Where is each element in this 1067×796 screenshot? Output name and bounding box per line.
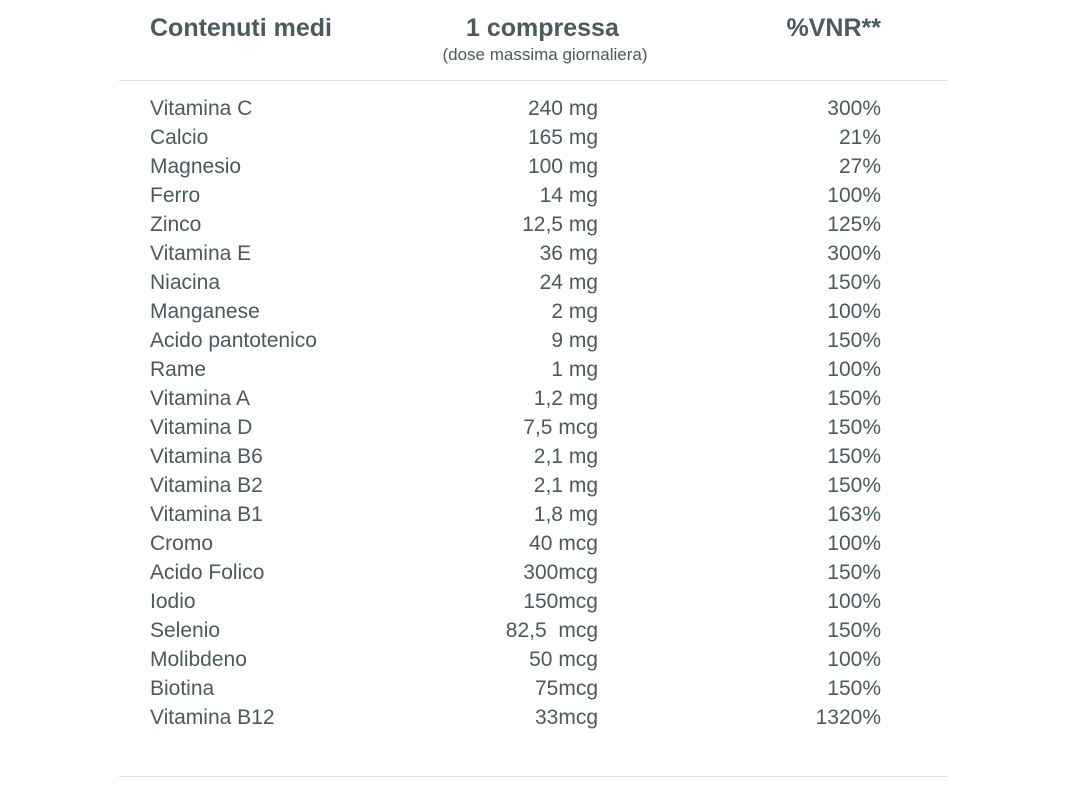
- nutrient-vnr: 21%: [838, 126, 881, 149]
- nutrient-name: Selenio: [150, 619, 221, 642]
- nutrient-dose: 82,5 mcg: [505, 619, 598, 642]
- nutrient-dose: 2,1 mg: [533, 445, 598, 468]
- nutrient-vnr: 100%: [827, 648, 881, 671]
- nutrient-name: Acido pantotenico: [150, 329, 317, 352]
- nutrient-name: Vitamina D: [150, 416, 253, 439]
- nutrient-dose: 300mcg: [523, 561, 598, 584]
- table-row: Ferro 14 mg 100%: [0, 181, 1067, 210]
- nutrient-vnr: 100%: [827, 184, 881, 207]
- nutrient-name: Acido Folico: [150, 561, 265, 584]
- nutrient-name: Vitamina E: [150, 242, 252, 265]
- nutrient-dose: 100 mg: [527, 155, 598, 178]
- nutrient-name: Vitamina B2: [150, 474, 263, 497]
- nutrient-dose: 150mcg: [523, 590, 598, 613]
- footer-divider: [119, 776, 947, 777]
- table-row: Zinco 12,5 mg 125%: [0, 210, 1067, 239]
- table-row: Molibdeno 50 mcg 100%: [0, 645, 1067, 674]
- table-row: Acido Folico 300mcg 150%: [0, 558, 1067, 587]
- table-row: Magnesio 100 mg 27%: [0, 152, 1067, 181]
- table-row: Vitamina C 240 mg 300%: [0, 94, 1067, 123]
- nutrient-name: Iodio: [150, 590, 196, 613]
- table-row: Vitamina B2 2,1 mg 150%: [0, 471, 1067, 500]
- nutrient-vnr: 150%: [827, 445, 881, 468]
- table-row: Vitamina B12 33mcg 1320%: [0, 703, 1067, 732]
- nutrient-name: Zinco: [150, 213, 202, 236]
- table-row: Vitamina A 1,2 mg 150%: [0, 384, 1067, 413]
- table-row: Selenio 82,5 mcg 150%: [0, 616, 1067, 645]
- nutrient-name: Molibdeno: [150, 648, 247, 671]
- nutrient-vnr: 125%: [827, 213, 881, 236]
- column-header-dose: 1 compressa: [466, 14, 619, 42]
- nutrient-vnr: 300%: [827, 97, 881, 120]
- nutrient-name: Vitamina A: [150, 387, 251, 410]
- table-row: Vitamina D 7,5 mcg 150%: [0, 413, 1067, 442]
- nutrient-dose: 2 mg: [551, 300, 598, 323]
- nutrient-dose: 1 mg: [551, 358, 598, 381]
- nutrient-name: Vitamina B6: [150, 445, 263, 468]
- nutrient-dose: 36 mg: [539, 242, 598, 265]
- nutrient-name: Rame: [150, 358, 207, 381]
- table-row: Biotina 75mcg 150%: [0, 674, 1067, 703]
- table-row: Vitamina B1 1,8 mg 163%: [0, 500, 1067, 529]
- nutrient-name: Ferro: [150, 184, 201, 207]
- nutrient-name: Vitamina B1: [150, 503, 263, 526]
- nutrient-name: Vitamina C: [150, 97, 253, 120]
- nutrient-dose: 14 mg: [539, 184, 598, 207]
- nutrient-vnr: 150%: [827, 387, 881, 410]
- nutrient-vnr: 150%: [827, 474, 881, 497]
- nutrient-dose: 240 mg: [527, 97, 598, 120]
- table-row: Calcio 165 mg 21%: [0, 123, 1067, 152]
- nutrient-dose: 12,5 mg: [522, 213, 598, 236]
- nutrient-vnr: 150%: [827, 329, 881, 352]
- table-row: Acido pantotenico 9 mg 150%: [0, 326, 1067, 355]
- nutrient-vnr: 150%: [827, 619, 881, 642]
- nutrient-name: Biotina: [150, 677, 215, 700]
- nutrient-vnr: 150%: [827, 677, 881, 700]
- nutrient-vnr: 100%: [827, 300, 881, 323]
- nutrient-vnr: 150%: [827, 416, 881, 439]
- nutrient-list: Vitamina C 240 mg 300% Calcio 165 mg 21% Magne…: [0, 94, 1067, 732]
- header-divider: [119, 80, 947, 81]
- nutrient-vnr: 150%: [827, 271, 881, 294]
- table-row: Cromo 40 mcg 100%: [0, 529, 1067, 558]
- table-row: Vitamina B6 2,1 mg 150%: [0, 442, 1067, 471]
- table-row: Rame 1 mg 100%: [0, 355, 1067, 384]
- nutrient-vnr: 1320%: [815, 706, 881, 729]
- nutrient-dose: 40 mcg: [529, 532, 598, 555]
- nutrient-dose: 7,5 mcg: [523, 416, 598, 439]
- table-row: Vitamina E 36 mg 300%: [0, 239, 1067, 268]
- nutrient-dose: 24 mg: [539, 271, 598, 294]
- nutrient-name: Vitamina B12: [150, 706, 275, 729]
- nutrient-dose: 33mcg: [534, 706, 598, 729]
- nutrient-name: Magnesio: [150, 155, 242, 178]
- nutrient-vnr: 163%: [827, 503, 881, 526]
- nutrient-vnr: 150%: [827, 561, 881, 584]
- nutrient-dose: 1,8 mg: [533, 503, 598, 526]
- nutrient-vnr: 300%: [827, 242, 881, 265]
- nutrient-dose: 50 mcg: [529, 648, 598, 671]
- nutrient-name: Calcio: [150, 126, 209, 149]
- nutrient-dose: 1,2 mg: [533, 387, 598, 410]
- column-header-vnr: %VNR**: [786, 14, 881, 42]
- nutrient-dose: 9 mg: [551, 329, 598, 352]
- nutrient-vnr: 27%: [838, 155, 881, 178]
- nutrient-name: Cromo: [150, 532, 214, 555]
- nutrient-dose: 2,1 mg: [533, 474, 598, 497]
- nutrient-vnr: 100%: [827, 590, 881, 613]
- column-header-contents: Contenuti medi: [150, 14, 332, 42]
- nutrient-dose: 75mcg: [534, 677, 598, 700]
- nutrient-vnr: 100%: [827, 532, 881, 555]
- table-row: Niacina 24 mg 150%: [0, 268, 1067, 297]
- table-row: Iodio 150mcg 100%: [0, 587, 1067, 616]
- nutrient-vnr: 100%: [827, 358, 881, 381]
- table-row: Manganese 2 mg 100%: [0, 297, 1067, 326]
- column-header-dose-note: (dose massima giornaliera): [442, 45, 648, 64]
- nutrient-name: Manganese: [150, 300, 260, 323]
- nutrient-name: Niacina: [150, 271, 221, 294]
- nutrient-dose: 165 mg: [527, 126, 598, 149]
